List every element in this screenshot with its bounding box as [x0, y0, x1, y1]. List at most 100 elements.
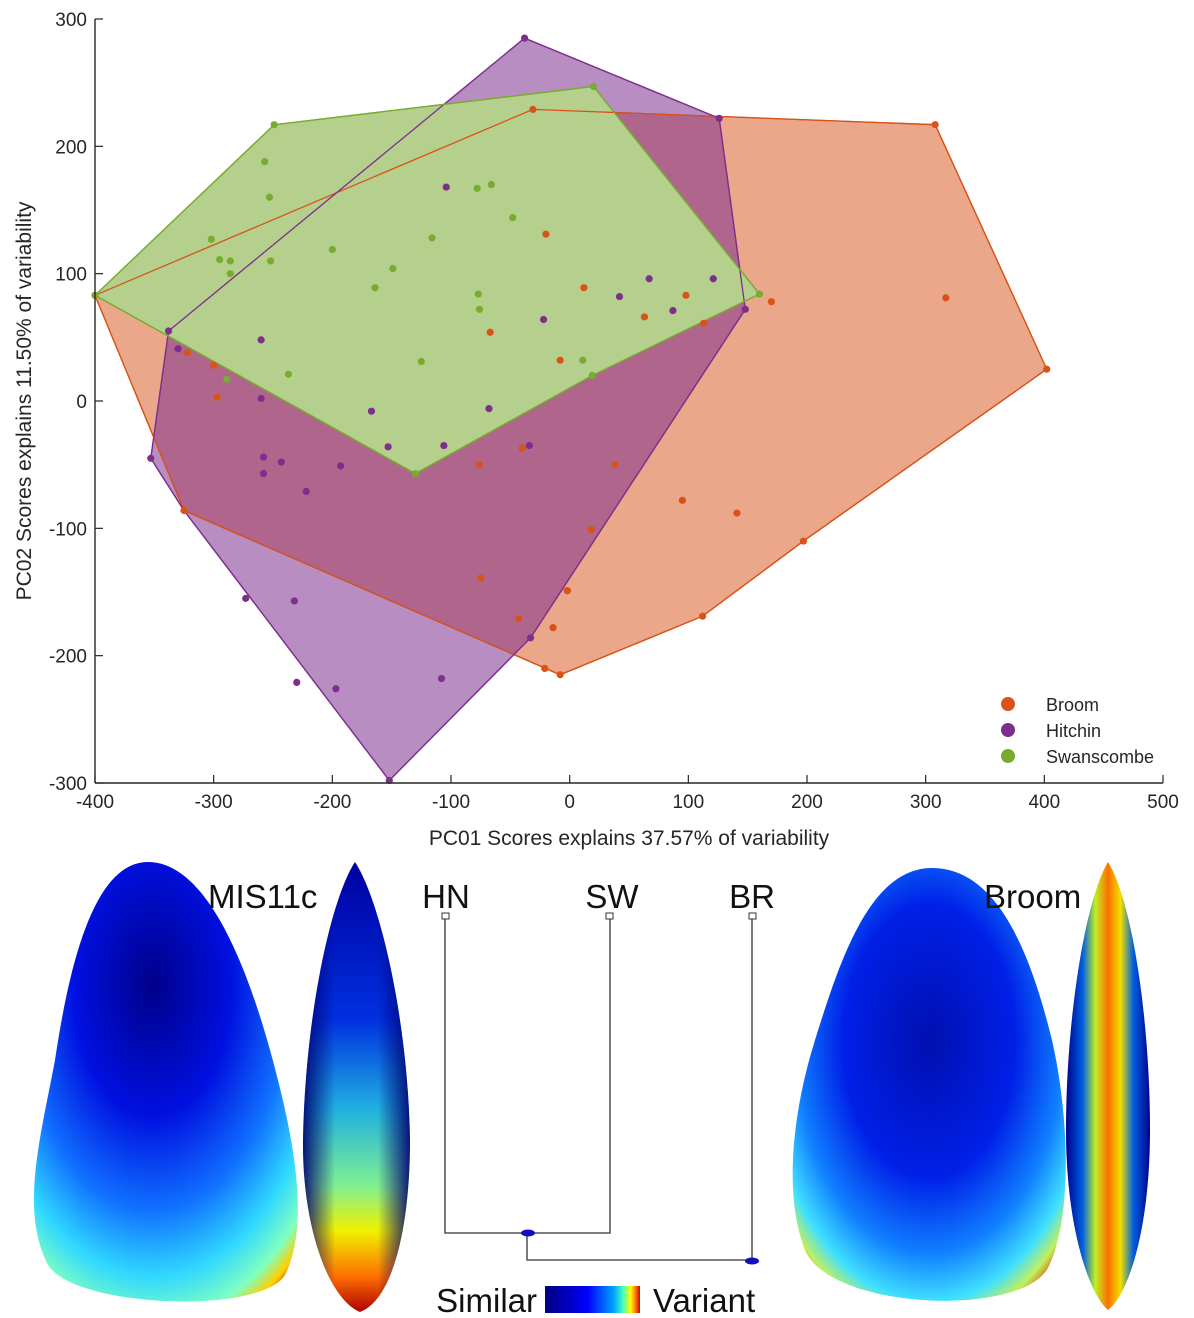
point-hitchin [384, 443, 392, 451]
point-swanscombe [265, 193, 274, 201]
legend-label-broom: Broom [1046, 695, 1099, 715]
point-hitchin [332, 685, 340, 693]
point-swanscombe [474, 290, 482, 298]
point-hitchin [385, 776, 393, 785]
point-hitchin [257, 394, 265, 403]
data-points [91, 34, 1051, 785]
point-broom [678, 496, 687, 504]
point-hitchin [147, 454, 155, 462]
point-broom [733, 509, 741, 517]
point-hitchin [485, 405, 493, 413]
point-swanscombe [588, 371, 596, 380]
x-tick-label: 100 [672, 792, 704, 813]
point-broom [580, 284, 588, 292]
point-broom [556, 356, 564, 364]
x-ticks: -400 -300 -200 -100 0 100 200 300 400 500 [76, 775, 1179, 813]
point-broom [518, 444, 526, 452]
point-swanscombe [226, 270, 234, 278]
y-tick-label: -300 [49, 774, 87, 795]
y-tick-label: -200 [49, 647, 87, 668]
point-hitchin [257, 336, 265, 344]
point-hitchin [645, 275, 653, 283]
dendro-branches [444, 919, 753, 1261]
point-broom [556, 671, 564, 679]
point-broom [931, 121, 939, 129]
point-hitchin [615, 292, 624, 301]
point-broom [542, 230, 550, 238]
point-broom [475, 461, 484, 469]
point-broom [700, 319, 708, 327]
point-hitchin [293, 678, 301, 687]
point-swanscombe [411, 469, 419, 478]
y-tick-label: 100 [55, 265, 87, 286]
point-broom [799, 537, 808, 545]
point-swanscombe [261, 158, 269, 166]
legend-label-hitchin: Hitchin [1046, 721, 1101, 741]
point-swanscombe [223, 375, 231, 383]
legend-marker-broom [1001, 697, 1015, 711]
point-hitchin [715, 114, 723, 122]
y-tick-label: 200 [55, 137, 87, 158]
point-swanscombe [207, 235, 215, 243]
point-swanscombe [589, 82, 598, 91]
point-broom [180, 506, 188, 515]
point-hitchin [440, 441, 448, 450]
legend: Broom Hitchin Swanscombe [1001, 695, 1154, 767]
point-broom [563, 587, 571, 595]
point-broom [640, 313, 649, 321]
point-hitchin [437, 674, 446, 683]
legend-label-swanscombe: Swanscombe [1046, 747, 1154, 767]
y-tick-label: 0 [76, 392, 87, 413]
x-tick-label: -300 [195, 792, 233, 813]
point-swanscombe [428, 234, 436, 242]
point-hitchin [367, 407, 376, 415]
point-broom [515, 615, 523, 623]
x-tick-label: -400 [76, 792, 114, 813]
x-tick-label: 300 [910, 792, 942, 813]
point-hitchin [442, 183, 450, 191]
point-swanscombe [270, 121, 278, 129]
broom-front-view-image [792, 868, 1066, 1301]
mis11c-front-view-image [33, 862, 298, 1302]
point-broom [1043, 365, 1051, 373]
pca-scatter-plot: -400 -300 -200 -100 0 100 200 300 400 500 -300-20… [13, 10, 1179, 850]
dendro-label-sw: SW [585, 878, 639, 915]
point-hitchin [525, 441, 533, 450]
point-hitchin [259, 453, 268, 461]
point-swanscombe [417, 357, 425, 366]
point-swanscombe [389, 264, 397, 273]
point-hitchin [526, 634, 535, 642]
x-tick-label: 500 [1147, 792, 1179, 813]
colorbar-similar-label: Similar [436, 1282, 537, 1318]
point-hitchin [174, 345, 182, 353]
x-axis-label: PC01 Scores explains 37.57% of variabili… [429, 827, 830, 850]
dendro-label-hn: HN [422, 878, 470, 915]
point-swanscombe [267, 257, 275, 265]
point-hitchin [242, 594, 250, 602]
broom-side-view-image [1066, 862, 1150, 1310]
broom-label: Broom [984, 878, 1081, 915]
point-broom [587, 526, 595, 534]
point-hitchin [290, 597, 298, 605]
dendro-join-all [745, 1257, 759, 1265]
point-swanscombe [473, 184, 481, 192]
x-tick-label: 200 [791, 792, 823, 813]
legend-marker-hitchin [1001, 723, 1015, 737]
y-axis-label: PC02 Scores explains 11.50% of variabili… [13, 201, 36, 600]
point-hitchin [337, 462, 345, 470]
legend-marker-swanscombe [1001, 749, 1015, 763]
point-broom [541, 664, 549, 673]
x-tick-label: 0 [564, 792, 575, 813]
point-swanscombe [328, 245, 336, 254]
point-broom [698, 612, 707, 620]
colorbar [545, 1286, 640, 1313]
point-swanscombe [226, 257, 234, 265]
point-broom [549, 624, 557, 632]
y-ticks: -300 -200 -100 0 100 200 300 [49, 10, 103, 795]
shape-comparison-panel: MIS11c HN SW BR Similar Variant Broom [33, 862, 1150, 1318]
point-swanscombe [371, 284, 379, 292]
point-swanscombe [509, 214, 517, 222]
point-broom [529, 105, 537, 114]
point-hitchin [539, 315, 548, 324]
y-tick-label: 300 [55, 10, 87, 31]
